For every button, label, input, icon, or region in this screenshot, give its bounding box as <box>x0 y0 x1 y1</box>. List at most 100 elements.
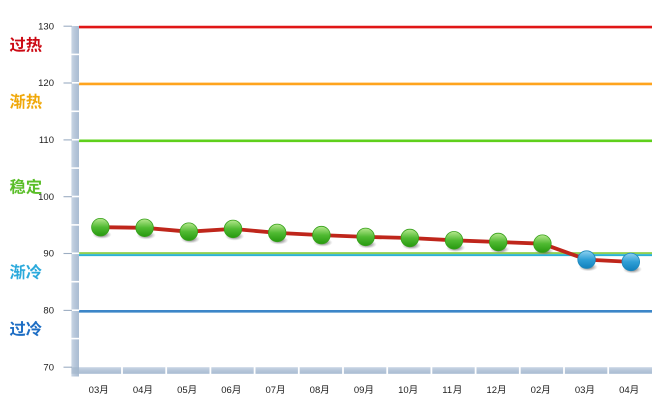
y-axis-bar <box>71 26 79 377</box>
label-text: 12 <box>486 385 497 396</box>
label-text: 10 <box>398 385 409 396</box>
label-text: 04 <box>619 385 630 396</box>
y-axis-bar-gap <box>71 252 80 255</box>
x-axis-label: 09 <box>354 385 373 396</box>
x-axis-label: 04 <box>619 385 638 396</box>
cjk-glyph <box>26 93 42 109</box>
x-axis-label: 07 <box>265 385 284 396</box>
cjk-glyph <box>99 385 108 394</box>
data-series <box>91 217 643 274</box>
y-axis-bar-gap <box>71 309 80 311</box>
marker-ball-green <box>444 231 464 250</box>
cjk-glyph <box>26 36 42 53</box>
data-point-marker[interactable] <box>489 232 510 254</box>
data-point-marker[interactable] <box>577 250 598 272</box>
y-axis-bar-gap <box>71 167 80 169</box>
y-axis-bar-gap <box>71 110 80 113</box>
data-point-marker[interactable] <box>621 252 643 274</box>
x-axis-bar-gap <box>518 367 521 374</box>
cjk-glyph <box>232 385 240 394</box>
marker-ball-blue <box>577 250 596 269</box>
label-text: 09 <box>354 385 365 396</box>
cjk-glyph <box>320 385 329 394</box>
x-axis-bar-gap <box>607 367 610 374</box>
axes <box>63 25 652 377</box>
x-axis-bar-gap <box>297 367 300 374</box>
x-axis-bar-gap <box>430 367 433 374</box>
marker-ball-green <box>489 232 508 252</box>
x-axis-bar-gap <box>121 367 123 374</box>
data-point-marker[interactable] <box>179 222 200 244</box>
data-point-marker[interactable] <box>135 218 156 240</box>
axis-labels: 130 120 110 100 90 80 70 03 04 05 06 07 08 09 10 11 12 02… <box>38 21 638 396</box>
x-axis-label: 11 <box>442 385 461 396</box>
x-axis-label: 10 <box>398 385 417 396</box>
label-text: 02 <box>531 385 542 396</box>
data-point-marker[interactable] <box>223 219 245 241</box>
x-axis-label: 03 <box>89 385 108 396</box>
x-axis-label: 05 <box>177 385 196 396</box>
x-axis-label: 03 <box>575 385 594 396</box>
cjk-glyph <box>26 320 42 337</box>
data-point-marker[interactable] <box>444 231 466 253</box>
cjk-glyph <box>143 385 152 394</box>
cjk-glyph <box>276 385 284 394</box>
y-axis-label: 90 <box>43 249 54 260</box>
cjk-glyph <box>26 264 42 280</box>
zone-label-5 <box>9 320 42 337</box>
y-axis-label: 120 <box>38 78 54 89</box>
data-point-marker[interactable] <box>533 234 554 256</box>
y-axis-bar-gap <box>71 224 80 226</box>
label-text: 06 <box>221 385 232 396</box>
axis-corner <box>71 367 79 374</box>
y-axis-label: 110 <box>39 135 54 146</box>
x-axis-label: 02 <box>531 385 550 396</box>
cjk-glyph <box>453 385 461 394</box>
y-axis-bar-gap <box>71 82 80 84</box>
marker-ball-green <box>268 223 287 243</box>
cjk-glyph <box>9 178 26 195</box>
data-point-marker[interactable] <box>356 227 377 249</box>
zone-label-3 <box>9 178 42 195</box>
y-axis-label: 80 <box>43 306 54 317</box>
cjk-glyph <box>408 385 417 394</box>
marker-ball-green <box>400 228 420 248</box>
marker-ball-green <box>533 234 552 253</box>
x-axis-bar-gap <box>209 367 212 374</box>
label-text: 08 <box>310 385 321 396</box>
zone-label-2 <box>9 93 42 109</box>
marker-ball-green <box>179 222 199 241</box>
label-text: 03 <box>575 385 586 396</box>
x-axis-bar-gap <box>386 367 389 374</box>
marker-ball-green <box>91 217 110 237</box>
cjk-glyph <box>541 385 550 394</box>
y-axis-bar-gap <box>71 53 80 56</box>
label-text: 04 <box>133 385 144 396</box>
data-point-marker[interactable] <box>268 223 289 245</box>
x-axis-bar-gap <box>474 367 477 374</box>
cjk-glyph <box>9 93 26 109</box>
data-point-marker[interactable] <box>91 217 112 239</box>
marker-ball-green <box>356 227 375 247</box>
x-axis-label: 04 <box>133 385 152 396</box>
cjk-glyph <box>629 385 638 394</box>
marker-ball-green <box>312 225 331 245</box>
x-axis-bar-gap <box>342 367 344 374</box>
zone-boundary-lines <box>79 25 652 313</box>
data-point-marker[interactable] <box>400 228 421 250</box>
label-text: 07 <box>265 385 276 396</box>
label-text: 05 <box>177 385 188 396</box>
cjk-glyph <box>9 36 26 52</box>
y-axis-bar-gap <box>71 195 80 198</box>
cjk-glyph <box>364 385 373 394</box>
y-axis-label: 70 <box>43 362 54 373</box>
y-axis-bar-gap <box>71 280 80 283</box>
cjk-glyph <box>9 321 26 337</box>
data-point-marker[interactable] <box>312 225 333 247</box>
marker-ball-green <box>135 218 154 238</box>
cjk-glyph <box>497 385 505 394</box>
y-axis-bar-gap <box>71 138 80 141</box>
cjk-glyph <box>187 385 196 394</box>
